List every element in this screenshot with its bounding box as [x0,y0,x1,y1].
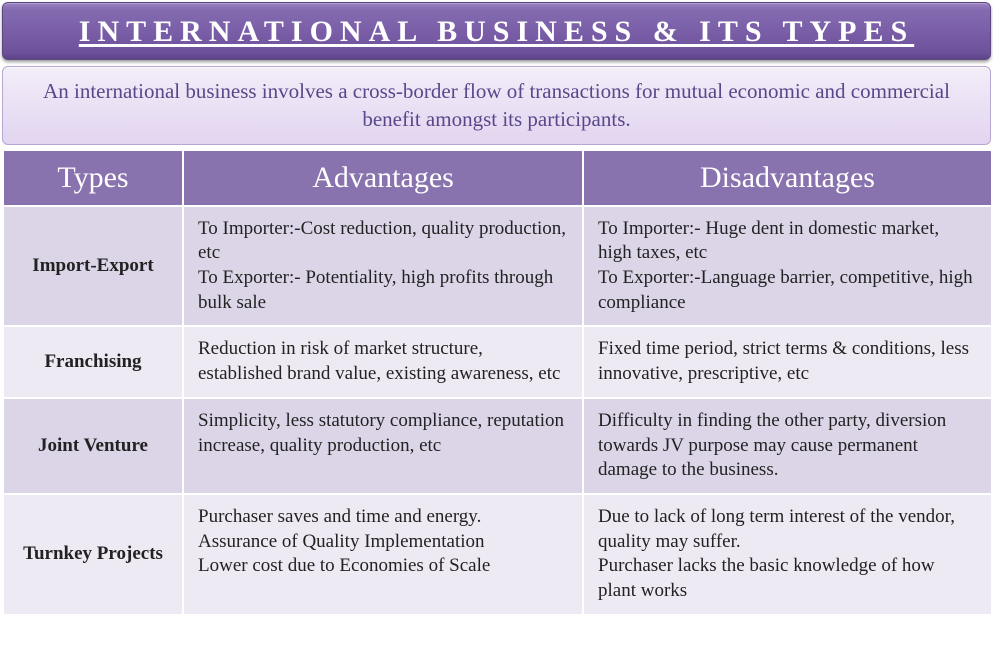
table-row: Joint Venture Simplicity, less statutory… [3,398,992,494]
disadvantages-cell: Fixed time period, strict terms & condit… [583,326,992,397]
disadvantages-cell: Difficulty in finding the other party, d… [583,398,992,494]
main-title: INTERNATIONAL BUSINESS & ITS TYPES [13,15,980,49]
table-row: Import-Export To Importer:-Cost reductio… [3,206,992,327]
subtitle-box: An international business involves a cro… [2,66,991,145]
disadvantages-cell: To Importer:- Huge dent in domestic mark… [583,206,992,327]
infographic-container: INTERNATIONAL BUSINESS & ITS TYPES An in… [2,2,991,616]
title-bar: INTERNATIONAL BUSINESS & ITS TYPES [2,2,991,60]
col-types: Types [3,150,183,206]
advantages-cell: Reduction in risk of market structure, e… [183,326,583,397]
advantages-cell: To Importer:-Cost reduction, quality pro… [183,206,583,327]
advantages-cell: Purchaser saves and time and energy.Assu… [183,494,583,615]
types-table: Types Advantages Disadvantages Import-Ex… [2,149,993,616]
col-disadvantages: Disadvantages [583,150,992,206]
disadvantages-cell: Due to lack of long term interest of the… [583,494,992,615]
subtitle-text: An international business involves a cro… [43,79,950,131]
type-cell: Turnkey Projects [3,494,183,615]
type-cell: Import-Export [3,206,183,327]
type-cell: Joint Venture [3,398,183,494]
col-advantages: Advantages [183,150,583,206]
table-header-row: Types Advantages Disadvantages [3,150,992,206]
table-row: Turnkey Projects Purchaser saves and tim… [3,494,992,615]
advantages-cell: Simplicity, less statutory compliance, r… [183,398,583,494]
type-cell: Franchising [3,326,183,397]
table-row: Franchising Reduction in risk of market … [3,326,992,397]
